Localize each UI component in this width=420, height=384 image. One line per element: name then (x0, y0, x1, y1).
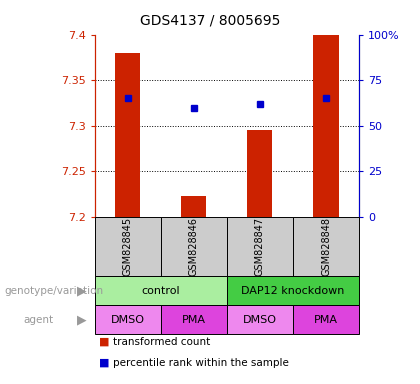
Bar (115, 53, 140, 217)
Text: GDS4137 / 8005695: GDS4137 / 8005695 (140, 13, 280, 27)
Text: PMA: PMA (314, 314, 338, 325)
Text: DAP12 knockdown: DAP12 knockdown (241, 286, 345, 296)
Text: transformed count: transformed count (113, 337, 211, 347)
Text: ▶: ▶ (77, 313, 87, 326)
Text: control: control (142, 286, 180, 296)
Bar (313, 35, 339, 217)
Text: GSM828845: GSM828845 (123, 217, 133, 276)
Text: percentile rank within the sample: percentile rank within the sample (113, 358, 289, 368)
Text: GSM828847: GSM828847 (255, 217, 265, 276)
Bar (181, 196, 206, 217)
Text: genotype/variation: genotype/variation (4, 286, 103, 296)
Text: ▶: ▶ (77, 285, 87, 297)
Text: DMSO: DMSO (243, 314, 277, 325)
Text: DMSO: DMSO (110, 314, 144, 325)
Text: agent: agent (23, 314, 53, 325)
Text: GSM828848: GSM828848 (321, 217, 331, 276)
Text: PMA: PMA (182, 314, 206, 325)
Text: ■: ■ (99, 358, 109, 368)
Bar (247, 130, 273, 217)
Text: GSM828846: GSM828846 (189, 217, 199, 276)
Text: ■: ■ (99, 337, 109, 347)
